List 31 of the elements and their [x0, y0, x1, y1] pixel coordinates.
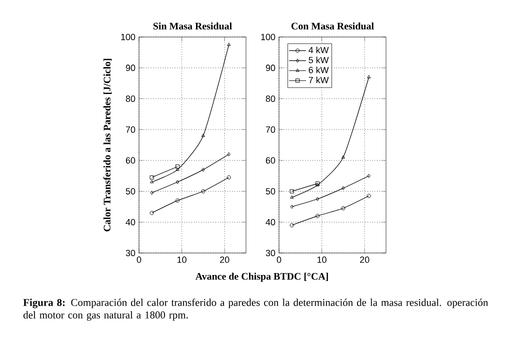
- y-tick-label: 30: [266, 250, 276, 256]
- x-tick-label: 0: [136, 256, 142, 263]
- x-tick-label: 10: [318, 256, 326, 263]
- y-tick-label: 70: [126, 126, 136, 133]
- text: Figura 8: Comparación del calor transferido a paredes con la determinación de la masa residual. operación del motor con gas natural a 1800 rpm.: [23, 298, 488, 321]
- y-axis-title: Calor Transferido a las Paredes [J/Ciclo]: [103, 58, 112, 232]
- x-tick-label: 20: [360, 256, 370, 263]
- y-tick-label: 60: [266, 157, 276, 164]
- legend-label: 5 kW: [308, 56, 329, 64]
- y-tick-label: 60: [126, 157, 136, 164]
- legend-label: 7 kW: [308, 76, 329, 84]
- y-tick-label: 100: [121, 34, 136, 40]
- y-tick-label: 90: [126, 64, 136, 72]
- y-tick-label: 70: [266, 126, 276, 133]
- y-tick-label: 80: [126, 96, 136, 102]
- y-tick-label: 100: [261, 34, 276, 40]
- y-tick-label: 40: [126, 218, 136, 226]
- chart-title: Con Masa Residual: [291, 22, 374, 30]
- legend-label: 4 kW: [308, 46, 329, 54]
- x-tick-label: 0: [276, 256, 282, 263]
- x-tick-label: 10: [178, 256, 186, 263]
- y-tick-label: 30: [126, 250, 136, 256]
- y-tick-label: 80: [266, 96, 276, 102]
- x-tick-label: 20: [220, 256, 230, 263]
- y-tick-label: 40: [266, 218, 276, 226]
- chart-title: Sin Masa Residual: [153, 22, 232, 30]
- x-axis-title: Avance de Chispa BTDC [°CA]: [195, 272, 328, 282]
- y-tick-label: 50: [126, 188, 136, 194]
- legend-label: 6 kW: [308, 66, 329, 74]
- y-tick-label: 90: [266, 64, 276, 72]
- y-tick-label: 50: [266, 188, 276, 194]
